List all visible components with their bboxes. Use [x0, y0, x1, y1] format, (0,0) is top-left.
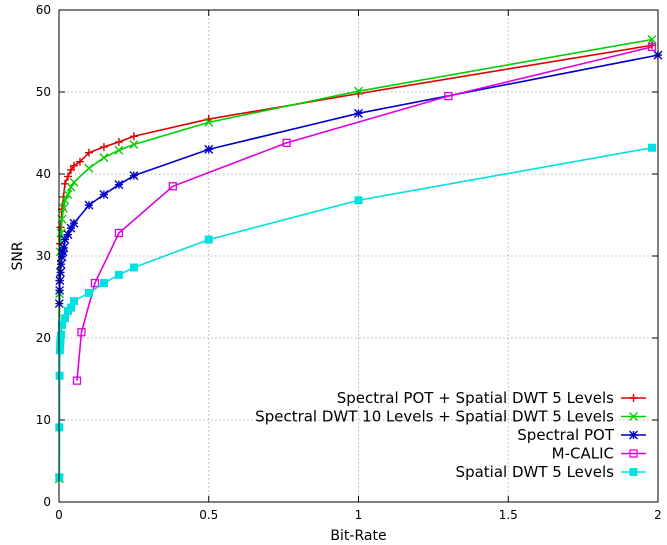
legend-label: Spectral POT: [517, 426, 615, 444]
data-point: [63, 190, 73, 199]
data-point: [57, 252, 67, 262]
data-point: [69, 218, 79, 228]
data-point: [114, 138, 123, 147]
legend-marker: [629, 449, 638, 458]
data-point: [56, 339, 65, 348]
data-point: [66, 223, 76, 233]
data-point: [354, 108, 363, 118]
data-point: [66, 182, 76, 192]
y-tick-label: 40: [36, 167, 51, 181]
data-point: [114, 180, 124, 190]
data-point: [354, 86, 363, 96]
x-axis-label: Bit-Rate: [330, 528, 386, 544]
data-point: [168, 182, 177, 191]
data-point: [99, 190, 109, 199]
data-point: [129, 263, 138, 272]
data-point: [99, 279, 108, 288]
legend-entry: Spectral POT: [517, 426, 646, 444]
data-point: [129, 171, 139, 181]
legend-marker: [629, 430, 638, 440]
y-tick-label: 20: [36, 331, 51, 345]
x-tick-label: 0: [55, 508, 63, 522]
legend-marker: [629, 412, 638, 421]
legend-entry: Spatial DWT 5 Levels: [456, 463, 646, 481]
data-point: [648, 41, 657, 50]
data-point: [56, 259, 66, 269]
legend-label: Spectral POT + Spatial DWT 5 Levels: [337, 389, 614, 407]
y-tick-label: 30: [36, 249, 51, 263]
data-point: [58, 247, 68, 257]
x-tick-label: 1.5: [499, 508, 518, 522]
data-point: [84, 148, 93, 157]
data-point: [58, 203, 68, 213]
data-point: [444, 91, 453, 101]
y-tick-label: 0: [43, 495, 51, 509]
data-point: [99, 153, 109, 163]
data-point: [354, 196, 363, 205]
y-tick-label: 50: [36, 85, 51, 99]
data-point: [69, 297, 78, 306]
data-point: [60, 314, 69, 323]
data-point: [66, 165, 75, 174]
y-tick-label: 60: [36, 3, 51, 17]
data-point: [55, 285, 65, 295]
data-point: [647, 35, 657, 45]
data-point: [204, 235, 213, 244]
data-point: [66, 303, 75, 312]
plot-frame: [58, 9, 659, 503]
data-point: [114, 145, 124, 155]
data-point: [60, 235, 70, 245]
data-point: [57, 330, 66, 339]
data-point: [63, 172, 72, 181]
legend-entry: Spectral DWT 10 Levels + Spatial DWT 5 L…: [255, 408, 646, 426]
data-point: [57, 320, 66, 329]
x-tick-label: 2: [654, 508, 662, 522]
legend-marker: [629, 468, 638, 476]
data-point: [114, 270, 123, 279]
legend-label: Spectral DWT 10 Levels + Spatial DWT 5 L…: [255, 408, 614, 426]
data-point: [90, 278, 100, 288]
data-point: [204, 144, 214, 154]
data-point: [72, 376, 82, 385]
data-point: [63, 230, 73, 240]
legend-entry: Spectral POT + Spatial DWT 5 Levels: [337, 389, 646, 407]
data-point: [59, 243, 69, 253]
data-point: [55, 346, 64, 355]
data-point: [84, 288, 93, 297]
legend: Spectral POT + Spatial DWT 5 LevelsSpect…: [255, 389, 646, 481]
data-point: [129, 132, 138, 141]
legend-entry: M-CALIC: [552, 445, 646, 463]
data-point: [648, 143, 657, 152]
y-axis-label: SNR: [10, 241, 26, 270]
data-point: [69, 161, 78, 170]
data-point: [69, 177, 79, 187]
data-point: [204, 117, 214, 127]
legend-label: Spatial DWT 5 Levels: [456, 463, 615, 481]
series-line: [76, 46, 653, 381]
data-point: [282, 138, 291, 147]
x-tick-label: 0.5: [199, 508, 218, 522]
data-point: [56, 335, 65, 344]
series-3: [54, 50, 663, 309]
legend-marker: [629, 394, 638, 402]
data-point: [84, 200, 94, 210]
series-4: [72, 42, 657, 385]
data-point: [75, 157, 84, 166]
y-tick-label: 10: [36, 413, 51, 427]
data-point: [56, 228, 66, 238]
data-point: [60, 195, 70, 205]
data-point: [55, 276, 65, 286]
data-point: [56, 267, 65, 277]
data-point: [99, 142, 108, 151]
data-point: [84, 163, 94, 173]
data-point: [647, 42, 657, 52]
x-tick-label: 1: [355, 508, 363, 522]
data-point: [77, 328, 86, 337]
data-point: [55, 371, 64, 380]
data-point: [114, 228, 124, 238]
legend-label: M-CALIC: [552, 445, 614, 463]
data-point: [129, 139, 139, 149]
